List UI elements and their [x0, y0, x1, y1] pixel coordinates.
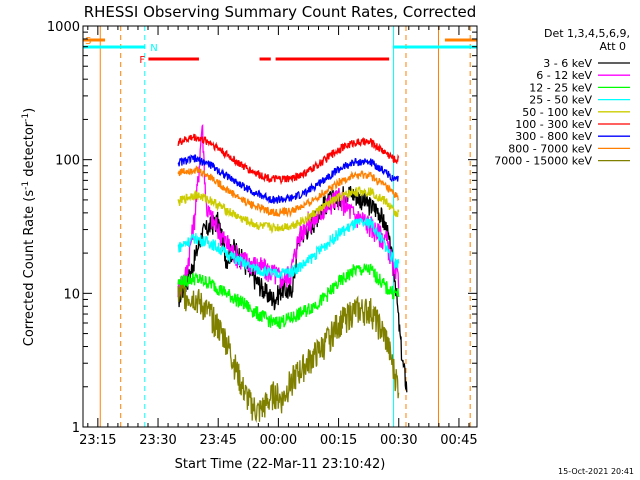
- series-line-7: [177, 165, 400, 218]
- axes: 1 10 100 1000 23:15 23:30 23:45 00:00 00:15 00:30…: [47, 20, 478, 448]
- legend-label-7: 800 - 7000 keV: [508, 142, 592, 155]
- legend-label-0: 3 - 6 keV: [543, 57, 592, 70]
- x-tick-label-6: 00:45: [440, 433, 477, 448]
- footer-timestamp: 15-Oct-2021 20:41: [558, 467, 634, 476]
- legend-header-line-1: Att 0: [600, 40, 626, 53]
- series-line-6: [177, 154, 399, 204]
- y-tick-label-2: 100: [55, 154, 80, 169]
- axes-frame: [82, 25, 478, 428]
- flag-label-s: S: [85, 36, 91, 47]
- plot-area: S NF: [83, 26, 477, 427]
- series-line-1: [177, 124, 400, 298]
- x-tick-label-0: 23:15: [79, 433, 116, 448]
- legend-label-6: 300 - 800 keV: [515, 130, 592, 143]
- legend-label-3: 25 - 50 keV: [529, 94, 592, 107]
- x-tick-label-5: 00:30: [380, 433, 417, 448]
- x-tick-label-3: 00:00: [260, 433, 297, 448]
- series-line-0: [177, 186, 408, 393]
- series-line-8: [177, 284, 400, 423]
- flag-label-f: F: [139, 55, 145, 66]
- legend-label-4: 50 - 100 keV: [522, 106, 592, 119]
- series-line-4: [177, 186, 400, 234]
- series-line-2: [177, 263, 400, 329]
- y-tick-label-0: 1: [72, 421, 80, 436]
- chart-title: RHESSI Observing Summary Count Rates, Co…: [84, 3, 477, 21]
- x-tick-label-1: 23:30: [139, 433, 176, 448]
- legend-label-5: 100 - 300 keV: [515, 118, 592, 131]
- y-tick-label-1: 10: [63, 287, 80, 302]
- x-tick-label-4: 00:15: [320, 433, 357, 448]
- legend-label-2: 12 - 25 keV: [529, 81, 592, 94]
- y-axis-label: Corrected Count Rate (s-1 detector-1): [21, 108, 37, 346]
- series-line-3: [177, 217, 400, 279]
- x-tick-label-2: 23:45: [199, 433, 236, 448]
- legend-label-8: 7000 - 15000 keV: [494, 155, 592, 168]
- x-axis-label: Start Time (22-Mar-11 23:10:42): [175, 457, 386, 472]
- legend-label-1: 6 - 12 keV: [536, 69, 592, 82]
- flag-label-n: N: [150, 43, 157, 54]
- legend-header-line-0: Det 1,3,4,5,6,9,: [544, 27, 630, 40]
- series-line-5: [177, 133, 400, 186]
- y-tick-label-3: 1000: [47, 20, 80, 35]
